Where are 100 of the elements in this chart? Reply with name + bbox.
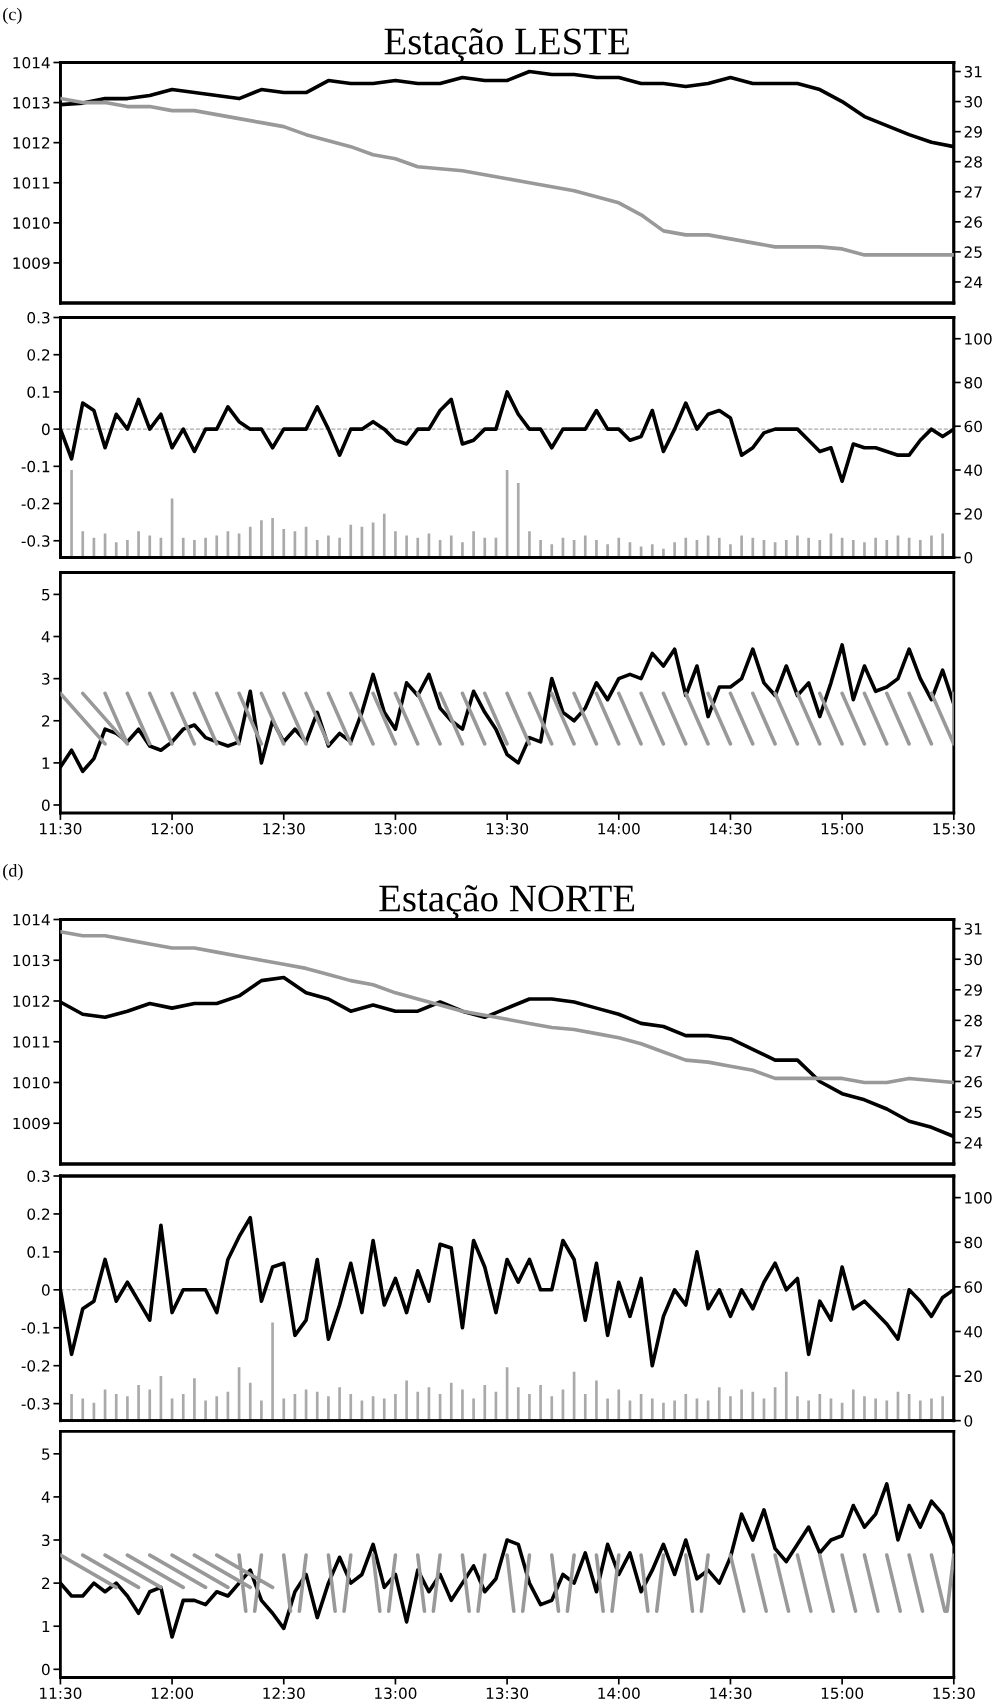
- x-tick-label: 15:00: [821, 822, 864, 835]
- y2-tick-label: 20: [964, 1370, 982, 1383]
- bar: [449, 1382, 453, 1421]
- y2-tick-label: 25: [964, 1106, 982, 1119]
- text: (c): [3, 7, 22, 25]
- y-tick-label: 0: [41, 423, 50, 436]
- x-tick-label: 15:30: [933, 1687, 975, 1700]
- y2-tick-label: 80: [964, 376, 982, 389]
- bar: [729, 1396, 732, 1421]
- y-tick-label: 1009: [13, 1117, 50, 1130]
- bar: [338, 1387, 341, 1421]
- bar: [114, 542, 118, 558]
- bar: [740, 535, 743, 558]
- bar: [315, 540, 319, 558]
- y-tick-label: 1011: [13, 177, 50, 189]
- y-tick-label: 0.1: [27, 386, 50, 398]
- y2-tick-label: 26: [964, 216, 982, 228]
- bar: [405, 1380, 408, 1421]
- bar: [717, 1387, 721, 1421]
- x-tick-label: 12:00: [151, 822, 194, 835]
- text: (d): [3, 864, 23, 881]
- bar: [248, 1382, 252, 1421]
- y2-tick-label: 24: [964, 276, 983, 288]
- bar: [483, 537, 487, 558]
- bar: [327, 535, 330, 558]
- y2-tick-label: 31: [964, 923, 982, 935]
- y-tick-label: 1013: [13, 954, 50, 967]
- y-tick-label: 1: [42, 1620, 50, 1633]
- bar: [137, 1385, 140, 1421]
- y-tick-label: 1010: [13, 217, 50, 229]
- y-tick-label: 4: [41, 631, 50, 643]
- bar: [204, 537, 207, 558]
- y-tick-label: -0.2: [21, 1360, 50, 1372]
- bar: [472, 531, 475, 558]
- bar: [818, 1393, 822, 1421]
- x-tick-label: 11:30: [40, 822, 82, 835]
- bar: [784, 1371, 788, 1421]
- y2-tick-label: 0: [964, 551, 973, 564]
- y2-tick-label: 26: [964, 1075, 982, 1088]
- y2-tick-label: 29: [964, 126, 982, 138]
- bar: [148, 1389, 152, 1421]
- bar: [863, 1396, 866, 1421]
- x-tick-label: 14:00: [598, 822, 640, 835]
- y2-tick-label: 40: [964, 1325, 982, 1338]
- y-tick-label: 1012: [13, 995, 50, 1008]
- x-tick-label: 13:00: [375, 1687, 417, 1700]
- y2-tick-label: 25: [964, 246, 982, 258]
- y2-tick-label: 40: [964, 464, 982, 477]
- y2-tick-label: 31: [964, 65, 982, 78]
- bar: [784, 540, 788, 558]
- bar: [583, 1393, 587, 1421]
- bar: [126, 540, 129, 558]
- y-tick-label: 5: [42, 1448, 50, 1460]
- y-tick-label: 1: [42, 757, 50, 769]
- bar: [874, 537, 877, 558]
- bar: [606, 544, 609, 558]
- x-tick-label: 12:30: [263, 1687, 305, 1700]
- bar: [349, 524, 353, 558]
- bar: [148, 535, 152, 558]
- bar: [617, 537, 621, 558]
- bar: [930, 1398, 933, 1421]
- y-tick-label: 0.2: [27, 349, 50, 361]
- y-tick-label: 3: [42, 673, 50, 685]
- bar: [606, 1398, 609, 1421]
- y-tick-label: 0.3: [27, 1170, 50, 1183]
- bar: [662, 548, 665, 558]
- bar: [796, 1396, 799, 1421]
- bar: [550, 544, 554, 558]
- bar: [673, 542, 676, 558]
- bar: [416, 537, 420, 558]
- x-tick-label: 14:30: [710, 822, 752, 835]
- bar: [539, 1385, 542, 1421]
- bar: [81, 1398, 85, 1421]
- y-tick-label: 4: [41, 1491, 50, 1503]
- bar: [215, 1396, 219, 1421]
- y-tick-label: 1014: [13, 56, 50, 69]
- y-tick-label: 2: [42, 715, 50, 727]
- bar: [851, 540, 855, 558]
- bar: [851, 1389, 855, 1421]
- y-tick-label: -0.3: [21, 1398, 50, 1410]
- y2-tick-label: 20: [964, 508, 982, 520]
- bar: [863, 542, 866, 558]
- x-tick-label: 14:30: [710, 1687, 752, 1700]
- bar: [941, 1396, 944, 1421]
- bar: [81, 531, 85, 558]
- bar: [885, 1400, 889, 1421]
- bar: [282, 1398, 286, 1421]
- bar: [382, 513, 386, 558]
- y-tick-label: 2: [42, 1577, 50, 1589]
- bar: [394, 531, 397, 558]
- bar: [405, 535, 408, 558]
- bar: [650, 544, 654, 558]
- y2-tick-label: 30: [964, 96, 982, 108]
- y2-tick-label: 100: [965, 1192, 992, 1204]
- y-tick-label: 5: [42, 589, 50, 601]
- y-tick-label: 0: [41, 1663, 50, 1676]
- y-tick-label: -0.3: [21, 535, 50, 547]
- bar: [114, 1393, 118, 1421]
- y2-tick-label: 80: [964, 1236, 982, 1249]
- bar: [282, 529, 286, 558]
